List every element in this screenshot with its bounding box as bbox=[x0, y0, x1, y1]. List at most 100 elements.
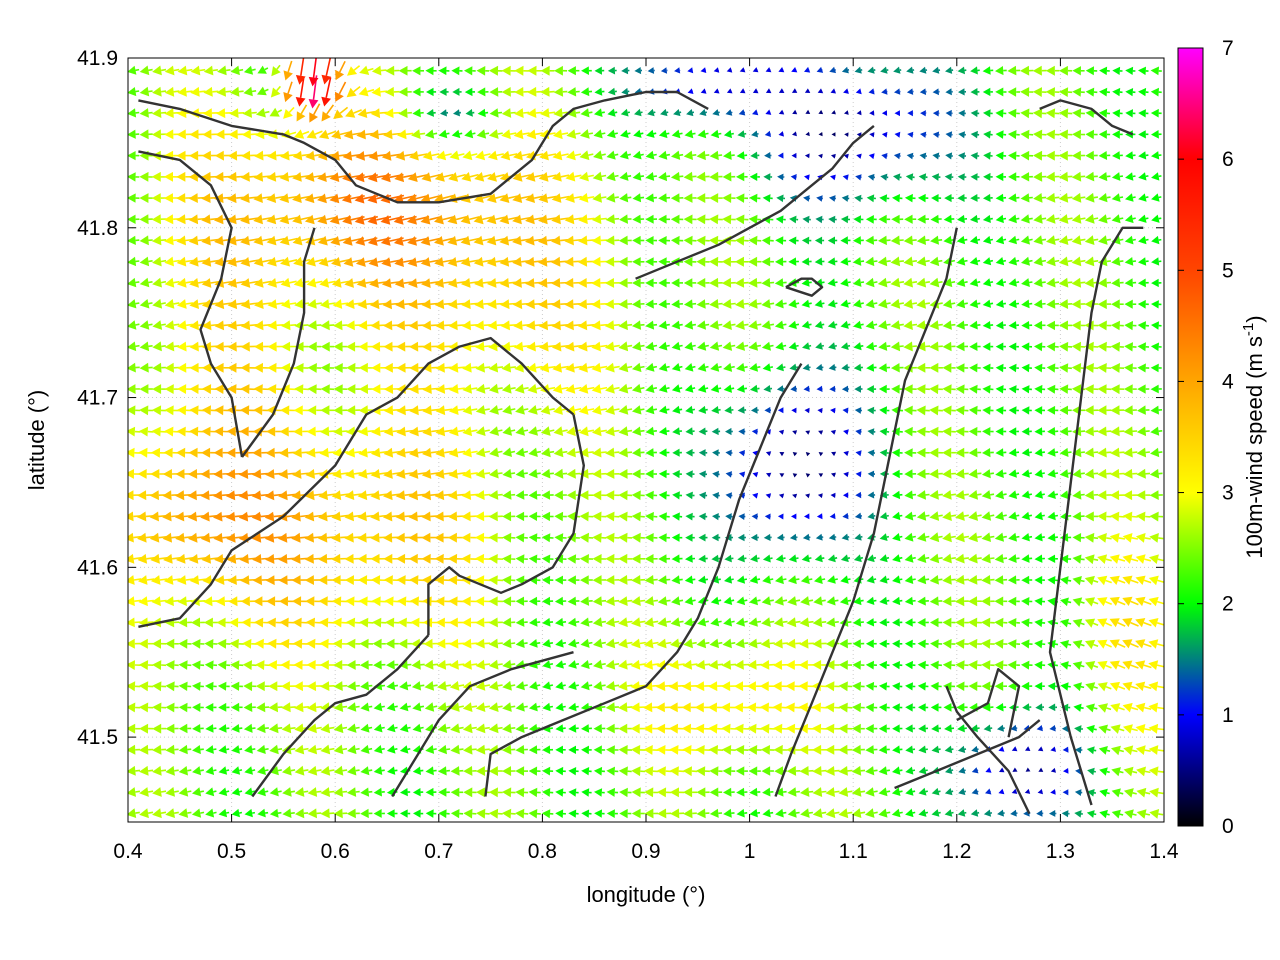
wind-arrow bbox=[307, 363, 322, 373]
wind-arrow bbox=[528, 426, 542, 436]
wind-arrow bbox=[345, 469, 362, 479]
wind-arrow bbox=[178, 766, 192, 776]
wind-arrow bbox=[488, 702, 503, 712]
wind-arrow bbox=[462, 638, 478, 649]
wind-arrow bbox=[296, 104, 308, 122]
wind-arrow bbox=[1008, 172, 1020, 182]
wind-arrow bbox=[320, 787, 335, 797]
wind-arrow bbox=[970, 214, 980, 223]
wind-arrow bbox=[786, 638, 802, 649]
wind-arrow bbox=[929, 596, 943, 606]
wind-arrow bbox=[981, 638, 995, 649]
wind-arrow bbox=[618, 596, 633, 606]
wind-arrow bbox=[502, 554, 516, 564]
wind-arrow bbox=[345, 447, 362, 458]
wind-arrow bbox=[1058, 299, 1073, 309]
wind-arrow bbox=[488, 659, 503, 670]
wind-arrow bbox=[152, 723, 166, 734]
wind-arrow bbox=[541, 533, 554, 543]
wind-arrow bbox=[1112, 87, 1123, 97]
wind-arrow bbox=[1109, 681, 1126, 692]
wind-arrow bbox=[1012, 767, 1018, 772]
wind-arrow bbox=[1034, 448, 1045, 457]
wind-arrow bbox=[1138, 257, 1149, 266]
wind-arrow bbox=[621, 87, 630, 96]
wind-arrow bbox=[164, 86, 180, 97]
wind-arrow bbox=[151, 405, 167, 416]
wind-arrow bbox=[839, 596, 852, 606]
wind-arrow bbox=[1008, 321, 1019, 330]
wind-arrow bbox=[748, 277, 762, 288]
wind-arrow bbox=[804, 153, 810, 159]
wind-arrow bbox=[244, 766, 256, 775]
wind-arrow bbox=[632, 150, 644, 160]
wind-arrow bbox=[1085, 171, 1098, 182]
wind-arrow bbox=[488, 723, 503, 734]
wind-arrow bbox=[177, 320, 193, 331]
wind-arrow bbox=[1033, 278, 1046, 288]
wind-arrow bbox=[831, 132, 836, 137]
wind-arrow bbox=[138, 596, 154, 607]
wind-arrow bbox=[294, 341, 309, 352]
wind-arrow bbox=[1097, 426, 1112, 437]
wind-arrow bbox=[191, 660, 205, 670]
wind-arrow bbox=[1137, 342, 1150, 352]
wind-arrow bbox=[792, 131, 797, 137]
wind-arrow bbox=[725, 471, 733, 478]
wind-arrow bbox=[333, 405, 348, 416]
wind-arrow bbox=[747, 659, 763, 670]
wind-arrow bbox=[138, 426, 154, 437]
wind-arrow bbox=[929, 490, 943, 500]
wind-arrow bbox=[306, 256, 324, 267]
wind-arrow bbox=[358, 447, 375, 458]
wind-arrow bbox=[243, 681, 257, 692]
wind-arrow bbox=[294, 787, 309, 797]
wind-arrow bbox=[631, 596, 646, 606]
wind-arrow bbox=[463, 787, 477, 798]
wind-arrow bbox=[568, 702, 579, 712]
wind-arrow bbox=[217, 681, 230, 691]
wind-arrow bbox=[982, 406, 994, 415]
colorbar-tick-label: 7 bbox=[1222, 37, 1234, 60]
wind-arrow bbox=[321, 77, 332, 107]
wind-arrow bbox=[139, 277, 153, 288]
wind-arrow bbox=[644, 575, 658, 585]
wind-arrow bbox=[580, 681, 593, 691]
wind-arrow bbox=[553, 129, 569, 140]
wind-arrow bbox=[777, 513, 784, 520]
wind-arrow bbox=[515, 702, 528, 712]
wind-arrow bbox=[968, 575, 982, 585]
wind-arrow bbox=[579, 554, 594, 564]
wind-arrow bbox=[460, 235, 480, 246]
wind-arrow bbox=[916, 341, 931, 352]
wind-arrow bbox=[128, 405, 141, 416]
wind-arrow bbox=[606, 150, 619, 160]
wind-arrow bbox=[761, 596, 774, 606]
wind-arrow bbox=[698, 449, 708, 457]
wind-arrow bbox=[555, 724, 566, 733]
wind-arrow bbox=[879, 427, 890, 436]
wind-arrow bbox=[671, 235, 684, 246]
wind-arrow bbox=[269, 107, 283, 117]
wind-arrow bbox=[736, 384, 748, 393]
wind-arrow bbox=[426, 87, 437, 97]
wind-arrow bbox=[231, 787, 243, 796]
wind-arrow bbox=[1138, 193, 1149, 202]
wind-arrow bbox=[761, 236, 774, 246]
wind-arrow bbox=[152, 65, 167, 76]
wind-arrow bbox=[995, 193, 1007, 203]
wind-arrow bbox=[1007, 660, 1020, 670]
wind-arrow bbox=[555, 702, 566, 712]
wind-arrow bbox=[942, 574, 956, 585]
wind-arrow bbox=[554, 596, 567, 606]
wind-arrow bbox=[631, 787, 645, 798]
wind-arrow bbox=[152, 341, 166, 352]
wind-arrow bbox=[904, 214, 917, 224]
wind-arrow bbox=[192, 724, 204, 733]
wind-arrow bbox=[165, 681, 179, 692]
wind-arrow bbox=[764, 130, 771, 137]
wind-arrow bbox=[852, 681, 865, 691]
wind-arrow bbox=[970, 152, 980, 160]
wind-arrow bbox=[955, 638, 969, 649]
wind-arrow bbox=[580, 617, 593, 627]
